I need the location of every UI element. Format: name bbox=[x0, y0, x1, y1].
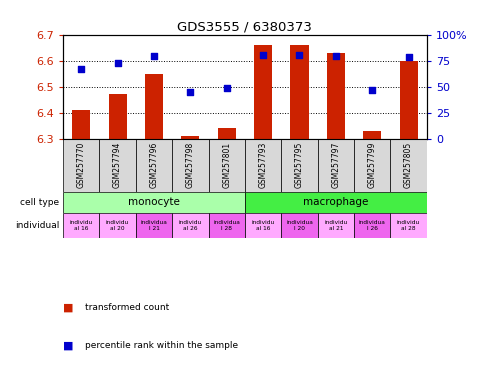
Text: ■: ■ bbox=[63, 341, 74, 351]
Text: GSM257794: GSM257794 bbox=[113, 142, 122, 189]
Bar bbox=[290, 45, 308, 139]
Point bbox=[331, 53, 339, 60]
Text: monocyte: monocyte bbox=[128, 197, 180, 207]
Text: GSM257795: GSM257795 bbox=[294, 142, 303, 189]
Text: macrophage: macrophage bbox=[302, 197, 368, 207]
Text: individu
al 21: individu al 21 bbox=[324, 220, 347, 231]
Bar bbox=[108, 94, 126, 139]
Point bbox=[222, 84, 230, 91]
Bar bbox=[390, 213, 426, 238]
Bar bbox=[63, 139, 99, 192]
Point bbox=[295, 52, 303, 58]
Point bbox=[404, 55, 411, 61]
Bar bbox=[172, 139, 208, 192]
Text: percentile rank within the sample: percentile rank within the sample bbox=[85, 341, 238, 350]
Bar bbox=[172, 213, 208, 238]
Text: individu
al 20: individu al 20 bbox=[106, 220, 129, 231]
Text: GSM257799: GSM257799 bbox=[367, 142, 376, 189]
Text: GSM257805: GSM257805 bbox=[403, 142, 412, 189]
Text: individu
al 26: individu al 26 bbox=[179, 220, 201, 231]
Point bbox=[368, 87, 376, 93]
Bar bbox=[63, 213, 99, 238]
Bar bbox=[363, 131, 380, 139]
Bar bbox=[99, 139, 136, 192]
Text: GSM257793: GSM257793 bbox=[258, 142, 267, 189]
Text: GSM257796: GSM257796 bbox=[149, 142, 158, 189]
Bar bbox=[244, 213, 281, 238]
Bar bbox=[136, 213, 172, 238]
Bar bbox=[317, 139, 353, 192]
Bar bbox=[244, 139, 281, 192]
Bar bbox=[281, 213, 317, 238]
Text: cell type: cell type bbox=[20, 198, 60, 207]
Text: individua
l 26: individua l 26 bbox=[358, 220, 385, 231]
Bar bbox=[208, 213, 244, 238]
Bar bbox=[317, 213, 353, 238]
Text: GSM257770: GSM257770 bbox=[76, 142, 86, 189]
Bar bbox=[353, 213, 390, 238]
Bar bbox=[244, 192, 426, 213]
Title: GDS3555 / 6380373: GDS3555 / 6380373 bbox=[177, 20, 312, 33]
Bar bbox=[281, 139, 317, 192]
Text: ■: ■ bbox=[63, 302, 74, 312]
Text: GSM257801: GSM257801 bbox=[222, 142, 231, 188]
Bar bbox=[208, 139, 244, 192]
Point bbox=[113, 60, 121, 66]
Bar bbox=[63, 192, 244, 213]
Text: individu
al 16: individu al 16 bbox=[70, 220, 92, 231]
Text: GSM257797: GSM257797 bbox=[331, 142, 340, 189]
Text: transformed count: transformed count bbox=[85, 303, 169, 312]
Text: individua
l 21: individua l 21 bbox=[140, 220, 167, 231]
Point bbox=[258, 52, 266, 58]
Bar bbox=[353, 139, 390, 192]
Bar bbox=[136, 139, 172, 192]
Bar bbox=[217, 128, 235, 139]
Bar bbox=[145, 74, 163, 139]
Point bbox=[186, 89, 194, 95]
Bar bbox=[399, 61, 417, 139]
Point bbox=[150, 53, 157, 60]
Bar bbox=[326, 53, 344, 139]
Text: individu
al 28: individu al 28 bbox=[396, 220, 419, 231]
Text: individual: individual bbox=[15, 221, 60, 230]
Text: individu
al 16: individu al 16 bbox=[251, 220, 274, 231]
Bar bbox=[254, 45, 272, 139]
Text: individua
l 20: individua l 20 bbox=[286, 220, 312, 231]
Text: individua
l 28: individua l 28 bbox=[213, 220, 240, 231]
Bar bbox=[390, 139, 426, 192]
Bar bbox=[99, 213, 136, 238]
Point bbox=[77, 66, 85, 72]
Bar bbox=[72, 110, 90, 139]
Text: GSM257798: GSM257798 bbox=[185, 142, 195, 189]
Bar bbox=[181, 136, 199, 139]
